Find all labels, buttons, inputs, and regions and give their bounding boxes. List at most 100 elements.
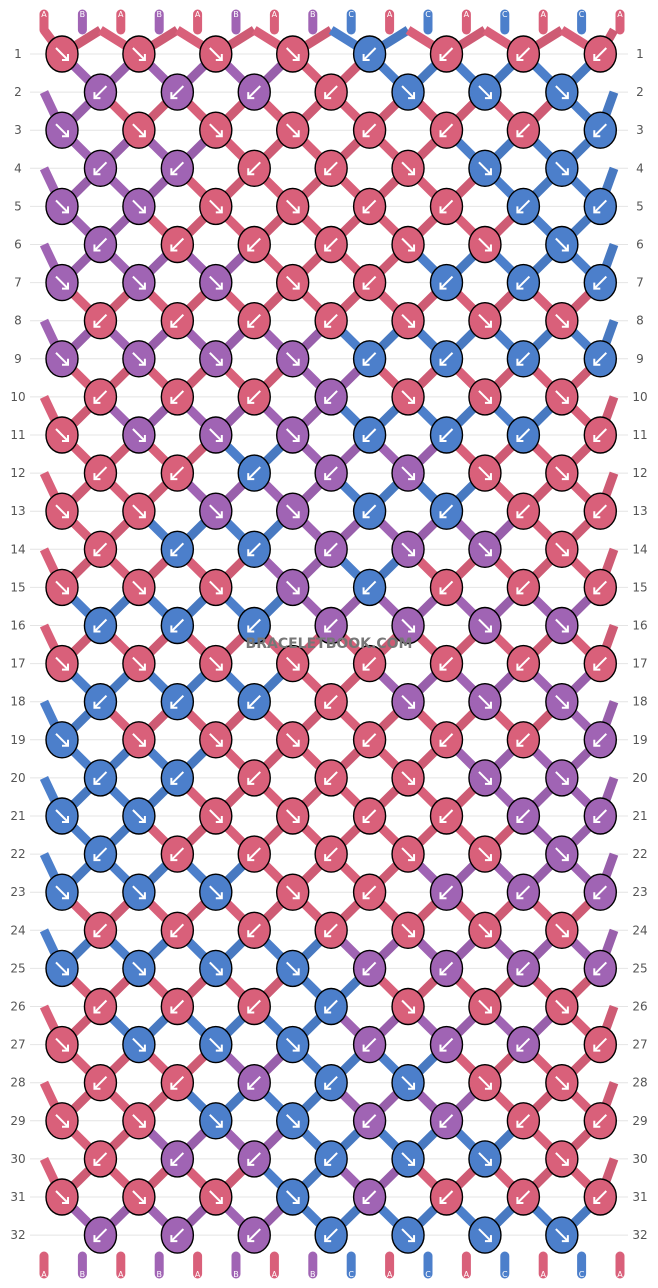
arrow-down-right-icon (209, 352, 223, 366)
knot (160, 302, 195, 340)
row-label-left: 24 (10, 923, 25, 937)
arrow-down-right-icon (132, 961, 146, 976)
row-label-right: 27 (632, 1038, 647, 1052)
arrow-head (484, 396, 492, 404)
knot (160, 987, 195, 1026)
arrow-head (62, 892, 69, 900)
row-label-left: 15 (10, 580, 25, 594)
knot (429, 187, 464, 226)
arrow-down-right-icon (555, 161, 569, 176)
knot (391, 73, 425, 111)
arrow-head (408, 473, 416, 481)
arrow-down-left-icon (439, 885, 454, 899)
arrow-down-right-icon (285, 428, 300, 442)
knot (506, 187, 541, 226)
arrow-down-right-icon (209, 199, 223, 214)
row-label-left: 18 (10, 695, 25, 709)
arrow-down-left-icon (593, 1190, 608, 1204)
edge-turn (44, 435, 46, 473)
arrow-down-right-icon (285, 580, 300, 595)
arrow-head (324, 396, 332, 404)
arrow-down-left-icon (516, 580, 531, 595)
arrow-down-right-icon (285, 733, 300, 747)
arrow-head (561, 854, 569, 862)
knot (122, 1102, 156, 1140)
arrow-down-left-icon (170, 1228, 185, 1242)
arrow-head (292, 435, 300, 442)
arrow-head (93, 473, 101, 481)
arrow-down-right-icon (401, 1152, 415, 1166)
arrow-down-right-icon (55, 961, 69, 976)
arrow-head (593, 587, 601, 595)
strand-label-top: A (195, 10, 201, 19)
arrow-down-left-icon (324, 1152, 338, 1166)
arrow-down-left-icon (247, 771, 261, 785)
knot (429, 949, 464, 988)
row-label-left: 6 (14, 238, 22, 252)
arrow-head (324, 92, 332, 100)
arrow-down-right-icon (285, 1037, 300, 1052)
arrow-down-right-icon (285, 1114, 300, 1128)
knot (45, 1102, 79, 1140)
knot (583, 187, 617, 226)
arrow-down-right-icon (401, 466, 415, 480)
arrow-down-left-icon (93, 542, 108, 557)
arrow-head (516, 1197, 524, 1204)
arrow-down-left-icon (362, 504, 377, 518)
row-label-left: 25 (10, 961, 25, 975)
arrow-head (593, 663, 601, 671)
arrow-down-left-icon (362, 1037, 377, 1052)
knot (352, 35, 387, 73)
knot (468, 1216, 502, 1254)
strand-label-top: A (118, 10, 124, 19)
row-label-left: 27 (10, 1038, 25, 1052)
arrow-head (247, 168, 255, 176)
knot (83, 987, 118, 1026)
row-label-right: 31 (632, 1190, 647, 1204)
arrow-down-right-icon (55, 123, 69, 137)
arrow-head (362, 282, 370, 290)
row-label-left: 5 (14, 199, 22, 213)
row-label-left: 22 (10, 847, 25, 861)
knot (199, 1102, 233, 1140)
arrow-head (561, 168, 569, 176)
strand-label-top: C (425, 10, 431, 19)
arrow-down-right-icon (555, 85, 569, 99)
arrow-head (170, 1235, 178, 1243)
knot (237, 606, 271, 645)
arrow-head (561, 473, 569, 481)
arrow-head (138, 892, 146, 900)
knot (45, 111, 79, 149)
arrow-down-left-icon (362, 352, 377, 366)
arrow-head (215, 663, 223, 671)
arrow-head (247, 1006, 255, 1014)
arrow-down-left-icon (170, 313, 185, 328)
arrow-down-right-icon (555, 618, 569, 633)
knot (45, 187, 79, 226)
arrow-down-left-icon (247, 237, 261, 252)
arrow-down-right-icon (285, 961, 300, 976)
knot (583, 35, 617, 73)
arrow-head (62, 663, 69, 671)
arrow-down-left-icon (170, 161, 185, 176)
arrow-head (484, 320, 492, 328)
arrow-head (93, 92, 101, 100)
knot (160, 759, 195, 797)
arrow-head (593, 206, 601, 214)
arrow-down-left-icon (324, 1228, 338, 1242)
arrow-head (138, 1044, 146, 1052)
knot (314, 911, 348, 949)
arrow-down-left-icon (362, 656, 377, 671)
knot (583, 721, 617, 759)
knot (199, 797, 233, 835)
knot (160, 454, 195, 492)
arrow-head (215, 892, 223, 900)
arrow-head (484, 930, 492, 938)
strand-label-top: C (502, 10, 508, 19)
knot (352, 111, 387, 149)
arrow-head (247, 1235, 255, 1243)
arrow-down-right-icon (478, 466, 492, 480)
knot (583, 492, 617, 530)
arrow-head (561, 1006, 569, 1014)
arrow-head (362, 358, 370, 366)
